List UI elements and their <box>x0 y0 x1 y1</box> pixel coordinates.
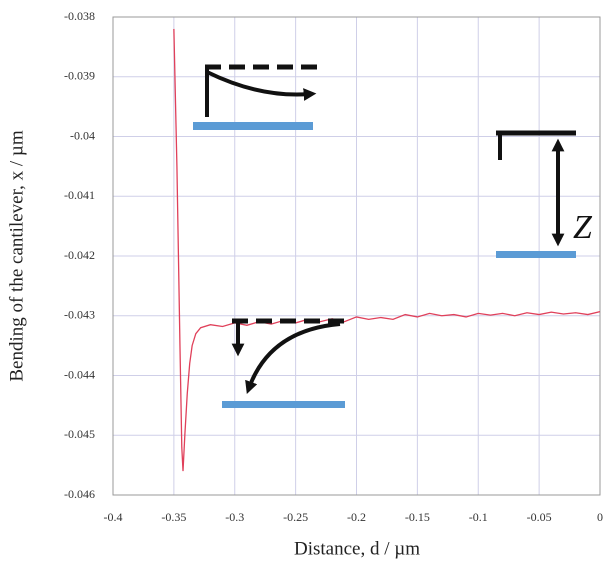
y-tick-label: -0.044 <box>64 367 95 381</box>
x-tick-label: -0.1 <box>469 510 488 524</box>
x-tick-label: -0.05 <box>527 510 552 524</box>
x-axis-title: Distance, d / µm <box>294 538 420 559</box>
sample-surface <box>496 251 576 258</box>
illustration-distance <box>496 130 576 258</box>
y-tick-label: -0.046 <box>64 487 95 501</box>
y-tick-label: -0.042 <box>64 248 95 262</box>
y-tick-label: -0.04 <box>70 128 95 142</box>
y-tick-label: -0.045 <box>64 427 95 441</box>
bent-cantilever <box>206 70 317 101</box>
y-tick-label: -0.041 <box>64 188 95 202</box>
y-tick-label: -0.039 <box>64 69 95 83</box>
x-tick-label: 0 <box>597 510 603 524</box>
x-tick-label: -0.25 <box>283 510 308 524</box>
distance-label: Z <box>573 209 593 246</box>
sample-surface <box>193 122 313 130</box>
x-tick-label: -0.35 <box>161 510 186 524</box>
x-tick-label: -0.3 <box>225 510 244 524</box>
x-tick-label: -0.2 <box>347 510 366 524</box>
x-tick-label: -0.4 <box>104 510 123 524</box>
bent-cantilever <box>245 322 341 395</box>
y-tick-label: -0.038 <box>64 9 95 23</box>
plot-frame <box>112 16 601 496</box>
sample-surface <box>222 401 345 408</box>
x-tick-label: -0.15 <box>405 510 430 524</box>
y-axis-title: Bending of the cantilever, x / µm <box>6 130 27 382</box>
y-tick-label: -0.043 <box>64 308 95 322</box>
illustration-repulsive <box>222 318 345 408</box>
illustration-attractive <box>193 64 320 130</box>
